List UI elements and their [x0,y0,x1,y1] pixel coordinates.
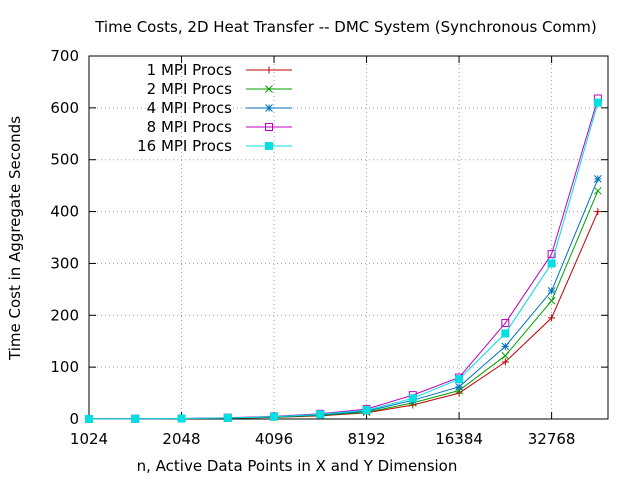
legend-label: 1 MPI Procs [147,61,233,79]
data-point [501,342,510,351]
marker-stroke [547,250,556,259]
y-tick-label: 300 [50,254,79,272]
marker-stroke [265,142,273,150]
data-point [455,375,464,384]
marker-stroke [408,394,417,403]
data-point [594,186,602,195]
marker-stroke [594,175,602,183]
y-tick-label: 200 [50,306,79,324]
marker-stroke [455,386,463,395]
grid [89,56,608,419]
marker-stroke [501,351,510,360]
marker-stroke [177,414,186,423]
data-point [548,314,556,322]
legend-label: 2 MPI Procs [147,80,233,98]
y-tick-label: 500 [50,151,79,169]
data-point [501,351,510,360]
data-point [594,208,602,216]
x-tick-label: 32768 [528,430,576,448]
marker-stroke [362,406,371,415]
legend-label: 8 MPI Procs [147,118,233,136]
data-point [316,410,325,419]
series-line [88,190,599,420]
data-point [547,259,556,268]
data-point [85,414,93,423]
data-point [265,85,273,93]
marker-stroke [265,85,273,93]
data-point [455,382,463,391]
chart-title: Time Costs, 2D Heat Transfer -- DMC Syst… [94,18,597,36]
data-point [501,319,510,328]
y-tick-label: 0 [69,410,79,428]
y-axis-label: Time Cost in Aggregate Seconds [6,116,24,361]
data-point [547,287,556,295]
marker-stroke [547,296,556,305]
y-tick-label: 600 [50,99,79,117]
marker-stroke [85,414,93,423]
marker-stroke [270,412,279,421]
x-ticks: 1024 2048 4096 8192 16384 32768 [70,430,576,448]
data-point [408,394,417,403]
marker-stroke [501,329,510,338]
y-tick-label: 700 [50,47,79,65]
data-point [362,406,371,415]
x-tick-label: 2048 [162,430,200,448]
data-point [547,296,556,305]
legend-label: 16 MPI Procs [137,137,232,155]
data-point [547,250,556,259]
x-tick-label: 4096 [255,430,293,448]
marker-stroke [265,123,273,131]
marker-stroke [455,375,464,384]
data-point [594,175,602,183]
y-tick-label: 100 [50,358,79,376]
x-tick-label: 8192 [347,430,385,448]
x-axis-label: n, Active Data Points in X and Y Dimensi… [137,457,458,475]
data-point [131,414,140,423]
data-point [265,123,273,131]
marker-stroke [223,413,232,422]
data-point [455,386,463,395]
data-point [265,142,273,150]
y-ticks: 0 100 200 300 400 500 600 700 [50,47,79,428]
data-point [265,104,273,112]
marker-stroke [547,259,556,268]
x-tick-label: 16384 [435,430,483,448]
marker-stroke [547,287,556,295]
marker-stroke [455,382,463,391]
x-tick-label: 1024 [70,430,108,448]
marker-stroke [501,319,510,328]
marker-stroke [593,98,602,107]
marker-stroke [265,104,273,112]
marker-stroke [316,410,325,419]
plot-frame [88,55,609,420]
data-point [177,414,186,423]
series-line [88,102,599,420]
data-point [501,329,510,338]
y-tick-label: 400 [50,203,79,221]
data-point [223,413,232,422]
marker-stroke [501,342,510,351]
marker-stroke [131,414,140,423]
data-point [270,412,279,421]
data-point [265,66,273,74]
series-layer [85,94,602,423]
data-point [593,98,602,107]
legend-label: 4 MPI Procs [147,99,233,117]
data-point [501,358,509,366]
marker-stroke [594,186,602,195]
